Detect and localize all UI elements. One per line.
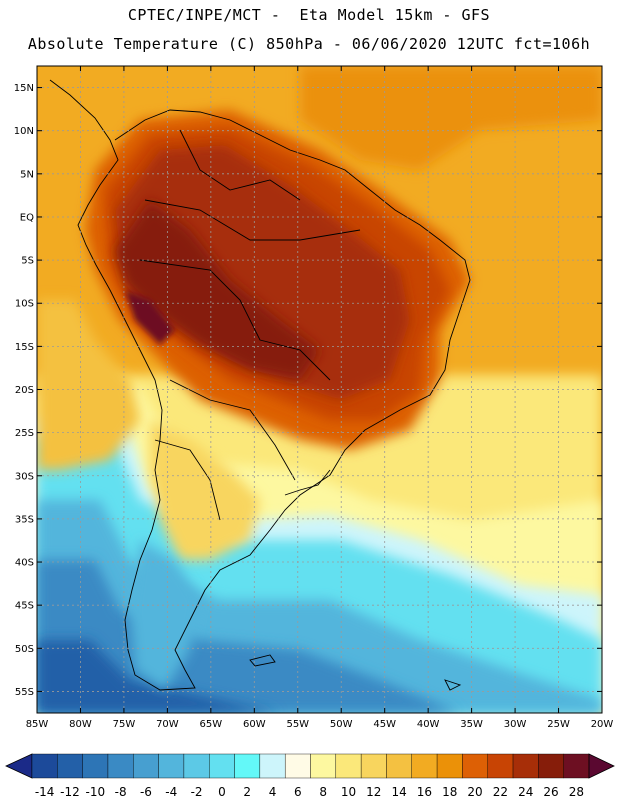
lat-label: 50S: [15, 644, 34, 655]
colorbar-swatch: [335, 753, 362, 779]
coastlines: [49, 79, 471, 691]
lat-label: 45S: [15, 601, 34, 612]
colorbar-label: -14: [35, 785, 55, 799]
lon-label: 70W: [156, 719, 179, 730]
colorbar-swatch: [31, 753, 58, 779]
colorbar-label: 28: [569, 785, 584, 799]
colorbar-label: 16: [417, 785, 432, 799]
lat-label: 15S: [15, 342, 34, 353]
colorbar-swatch: [310, 753, 337, 779]
colorbar-swatch: [284, 753, 311, 779]
colorbar-label: 24: [518, 785, 533, 799]
gridlines: [36, 66, 603, 713]
colorbar-label: 14: [391, 785, 406, 799]
colorbar-swatch: [158, 753, 185, 779]
lon-label: 80W: [69, 719, 92, 730]
colorbar-swatch: [436, 753, 463, 779]
colorbar-label: 8: [319, 785, 327, 799]
lat-label: 35S: [15, 514, 34, 525]
colorbar-label: 22: [493, 785, 508, 799]
colorbar-label: -10: [85, 785, 105, 799]
colorbar-label: 4: [269, 785, 277, 799]
lat-label: 5N: [20, 169, 34, 180]
lat-label: 5S: [21, 256, 34, 267]
colorbar-swatch: [462, 753, 488, 779]
colorbar-high-arrow: [588, 753, 615, 779]
colorbar-label: -6: [140, 785, 152, 799]
colorbar-swatch: [538, 753, 564, 779]
lon-label: 65W: [200, 719, 223, 730]
colorbar-label: 18: [442, 785, 457, 799]
colorbar-label: 2: [243, 785, 251, 799]
lon-label: 55W: [286, 719, 309, 730]
colorbar-low-arrow: [5, 753, 33, 779]
colorbar-label: -12: [60, 785, 80, 799]
colorbar-swatch: [411, 753, 438, 779]
lon-label: 20W: [591, 719, 614, 730]
latitude-labels: 15N 10N 5N EQ 5S 10S 15S 20S 25S 30S 35S 40S 45S 50S 5…: [14, 83, 34, 698]
chart-title-line1: CPTEC/INPE/MCT - Eta Model 15km - GFS: [127, 6, 491, 24]
colorbar-swatch: [386, 753, 412, 779]
lat-label: 25S: [15, 428, 34, 439]
lon-label: 25W: [547, 719, 570, 730]
colorbar-label: 20: [467, 785, 482, 799]
lat-label: EQ: [20, 212, 34, 223]
colorbar-swatch: [487, 753, 514, 779]
lon-label: 30W: [504, 719, 527, 730]
lon-label: 45W: [373, 719, 396, 730]
colorbar-swatch: [259, 753, 286, 779]
colorbar-label: 0: [218, 785, 226, 799]
lat-label: 40S: [15, 558, 34, 569]
colorbar-swatch: [107, 753, 134, 779]
lat-label: 10S: [15, 299, 34, 310]
lon-label: 75W: [113, 719, 136, 730]
colorbar-swatch: [209, 753, 235, 779]
colorbar-swatch: [57, 753, 83, 779]
lon-label: 50W: [330, 719, 353, 730]
lon-label: 60W: [243, 719, 266, 730]
colorbar-swatch: [183, 753, 210, 779]
colorbar-swatch: [563, 753, 590, 779]
axis-ticks: [36, 66, 603, 713]
lat-label: 10N: [14, 126, 34, 137]
colorbar-swatch: [512, 753, 539, 779]
lat-label: 55S: [15, 687, 34, 698]
lon-label: 85W: [26, 719, 49, 730]
colorbar-label: 12: [366, 785, 381, 799]
colorbar-swatch: [360, 753, 387, 779]
lat-label: 30S: [15, 471, 34, 482]
colorbar-swatch: [133, 753, 159, 779]
temperature-field: [37, 66, 602, 713]
colorbar-label: 26: [543, 785, 558, 799]
lat-label: 15N: [14, 83, 34, 94]
colorbar-label: -4: [165, 785, 177, 799]
lon-label: 40W: [417, 719, 440, 730]
colorbar-label: 6: [294, 785, 302, 799]
lon-label: 35W: [460, 719, 483, 730]
colorbar-swatch: [82, 753, 109, 779]
chart-title-line2: Absolute Temperature (C) 850hPa - 06/06/…: [27, 35, 591, 53]
colorbar-label: -2: [191, 785, 203, 799]
lat-label: 20S: [15, 385, 34, 396]
colorbar-swatch: [234, 753, 261, 779]
longitude-labels: 85W 80W 75W 70W 65W 60W 55W 50W 45W 40W 35W 30W 25W 2…: [26, 719, 614, 730]
colorbar-label: 10: [341, 785, 356, 799]
colorbar-label: -8: [115, 785, 127, 799]
